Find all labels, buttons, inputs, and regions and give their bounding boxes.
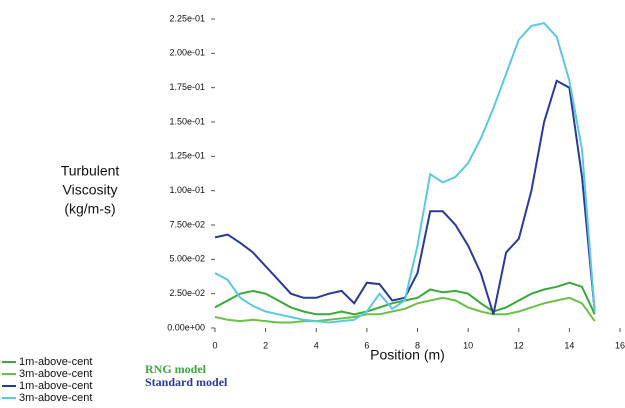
x-tick-label: 16 <box>615 340 625 350</box>
series-line <box>214 296 596 324</box>
y-tick-label: 2.00e-01 <box>169 48 205 58</box>
legend-box <box>0 354 140 408</box>
y-axis-label: (kg/m-s) <box>64 201 115 217</box>
x-tick-label: 2 <box>263 340 268 350</box>
legend-label: 3m-above-cent <box>19 392 92 404</box>
x-tick-label: 10 <box>463 340 473 350</box>
y-tick-label: 1.25e-01 <box>169 151 205 161</box>
y-axis-label: Viscosity <box>63 182 118 198</box>
legend-label: 1m-above-cent <box>19 380 92 392</box>
x-axis-label: Position (m) <box>370 347 445 363</box>
x-tick-label: 0 <box>212 340 217 350</box>
annotation: RNG model <box>145 362 207 376</box>
x-tick-label: 6 <box>364 340 369 350</box>
x-tick-label: 8 <box>415 340 420 350</box>
y-tick-label: 2.25e-01 <box>169 13 205 23</box>
y-tick-label: 1.75e-01 <box>169 82 205 92</box>
legend-label: 3m-above-cent <box>19 368 92 380</box>
x-tick-label: 12 <box>514 340 524 350</box>
y-tick-label: 2.50e-02 <box>169 288 205 298</box>
y-tick-label: 7.50e-02 <box>169 219 205 229</box>
x-tick-label: 14 <box>564 340 574 350</box>
y-tick-label: 5.00e-02 <box>169 254 205 264</box>
y-tick-label: 1.00e-01 <box>169 185 205 195</box>
series-line <box>214 21 596 324</box>
x-tick-label: 4 <box>314 340 319 350</box>
legend-label: 1m-above-cent <box>19 356 92 368</box>
annotation: Standard model <box>145 375 228 389</box>
y-tick-label: 0.00e+00 <box>167 322 205 332</box>
series-line <box>214 79 596 315</box>
y-tick-label: 1.50e-01 <box>169 116 205 126</box>
y-axis-label: Turbulent <box>61 163 120 179</box>
